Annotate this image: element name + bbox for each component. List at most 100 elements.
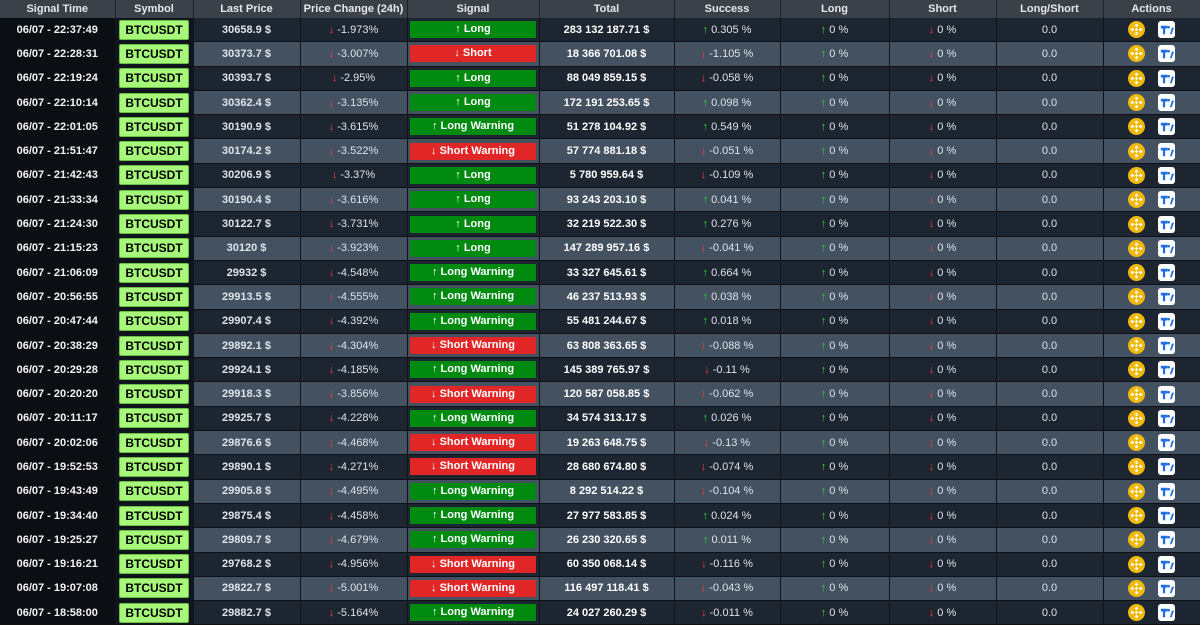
tradingview-icon[interactable] [1158, 45, 1176, 63]
tradingview-icon[interactable] [1158, 409, 1176, 427]
symbol-button[interactable]: BTCUSDT [119, 116, 189, 137]
tradingview-icon[interactable] [1158, 264, 1176, 282]
signal-cell: ↑ Long Warning [407, 284, 540, 310]
binance-icon[interactable] [1127, 69, 1145, 87]
long-cell: ↑ 0 % [780, 211, 890, 237]
binance-icon[interactable] [1127, 239, 1145, 257]
short-value: 0 % [937, 242, 957, 255]
binance-icon[interactable] [1127, 191, 1145, 209]
binance-icon[interactable] [1127, 579, 1145, 597]
binance-icon[interactable] [1127, 434, 1145, 452]
symbol-button[interactable]: BTCUSDT [119, 43, 189, 64]
tradingview-icon[interactable] [1158, 118, 1176, 136]
tradingview-icon[interactable] [1158, 21, 1176, 39]
binance-icon[interactable] [1127, 337, 1145, 354]
long-arrow-icon: ↑ [820, 606, 827, 619]
tradingview-icon[interactable] [1158, 555, 1176, 573]
signal-badge: ↓ Short Warning [410, 385, 536, 403]
binance-icon[interactable] [1127, 288, 1145, 306]
tradingview-icon[interactable] [1158, 94, 1176, 112]
symbol-button[interactable]: BTCUSDT [119, 432, 189, 453]
symbol-button[interactable]: BTCUSDT [119, 68, 189, 89]
binance-icon[interactable] [1127, 312, 1145, 330]
tradingview-icon[interactable] [1158, 191, 1176, 209]
tradingview-icon[interactable] [1158, 507, 1176, 525]
tradingview-icon[interactable] [1158, 604, 1176, 622]
symbol-button[interactable]: BTCUSDT [119, 456, 189, 477]
symbol-button[interactable]: BTCUSDT [119, 359, 189, 380]
col-header-signal-time[interactable]: Signal Time [0, 0, 116, 18]
tradingview-icon[interactable] [1158, 482, 1176, 500]
binance-icon[interactable] [1127, 94, 1145, 112]
symbol-button[interactable]: BTCUSDT [119, 602, 189, 623]
total-volume: 51 278 104.92 $ [539, 114, 675, 140]
col-header-success[interactable]: Success [674, 0, 781, 18]
col-header-signal[interactable]: Signal [407, 0, 540, 18]
tradingview-icon[interactable] [1158, 337, 1176, 354]
binance-icon[interactable] [1127, 142, 1145, 160]
binance-icon[interactable] [1127, 555, 1145, 573]
col-header-symbol[interactable]: Symbol [115, 0, 194, 18]
tradingview-icon[interactable] [1158, 531, 1176, 549]
binance-icon[interactable] [1127, 604, 1145, 622]
symbol-button[interactable]: BTCUSDT [119, 262, 189, 283]
symbol-button[interactable]: BTCUSDT [119, 286, 189, 307]
signal-time: 06/07 - 19:25:27 [0, 527, 116, 553]
binance-icon[interactable] [1127, 215, 1145, 233]
tradingview-icon[interactable] [1158, 142, 1176, 160]
tradingview-icon[interactable] [1158, 385, 1176, 403]
binance-icon[interactable] [1127, 531, 1145, 549]
col-header-price-change[interactable]: Price Change (24h) [300, 0, 408, 18]
binance-icon[interactable] [1127, 458, 1145, 476]
tradingview-icon[interactable] [1158, 361, 1176, 379]
tradingview-icon[interactable] [1158, 458, 1176, 476]
symbol-button[interactable]: BTCUSDT [119, 141, 189, 162]
last-price: 29925.7 $ [193, 406, 301, 432]
binance-icon[interactable] [1127, 166, 1145, 184]
binance-icon[interactable] [1127, 409, 1145, 427]
tradingview-icon[interactable] [1158, 288, 1176, 306]
binance-icon[interactable] [1127, 507, 1145, 525]
binance-icon[interactable] [1127, 45, 1145, 63]
symbol-button[interactable]: BTCUSDT [119, 384, 189, 405]
symbol-button[interactable]: BTCUSDT [119, 578, 189, 599]
short-arrow-icon: ↓ [928, 242, 935, 255]
tradingview-icon[interactable] [1158, 579, 1176, 597]
col-header-long-short[interactable]: Long/Short [996, 0, 1104, 18]
symbol-button[interactable]: BTCUSDT [119, 214, 189, 235]
symbol-button[interactable]: BTCUSDT [119, 189, 189, 210]
binance-icon[interactable] [1127, 385, 1145, 403]
symbol-button[interactable]: BTCUSDT [119, 505, 189, 526]
symbol-button[interactable]: BTCUSDT [119, 165, 189, 186]
tradingview-icon[interactable] [1158, 312, 1176, 330]
success-cell: ↓ -0.13 % [674, 430, 781, 456]
col-header-total[interactable]: Total [539, 0, 675, 18]
success-cell: ↓ -0.116 % [674, 552, 781, 577]
col-header-short[interactable]: Short [889, 0, 997, 18]
tradingview-icon[interactable] [1158, 434, 1176, 452]
binance-icon[interactable] [1127, 264, 1145, 282]
total-volume: 33 327 645.61 $ [539, 260, 675, 286]
symbol-button[interactable]: BTCUSDT [119, 238, 189, 259]
tradingview-icon[interactable] [1158, 166, 1176, 184]
binance-icon[interactable] [1127, 361, 1145, 379]
symbol-button[interactable]: BTCUSDT [119, 529, 189, 550]
success-arrow-icon: ↑ [702, 533, 709, 546]
symbol-button[interactable]: BTCUSDT [119, 311, 189, 332]
tradingview-icon[interactable] [1158, 239, 1176, 257]
col-header-last-price[interactable]: Last Price [193, 0, 301, 18]
actions-cell [1103, 454, 1200, 480]
symbol-button[interactable]: BTCUSDT [119, 19, 189, 40]
tradingview-icon[interactable] [1158, 215, 1176, 233]
binance-icon[interactable] [1127, 21, 1145, 39]
col-header-long[interactable]: Long [780, 0, 890, 18]
symbol-button[interactable]: BTCUSDT [119, 481, 189, 502]
binance-icon[interactable] [1127, 482, 1145, 500]
signal-badge: ↓ Short [410, 45, 536, 63]
symbol-button[interactable]: BTCUSDT [119, 408, 189, 429]
symbol-button[interactable]: BTCUSDT [119, 92, 189, 113]
binance-icon[interactable] [1127, 118, 1145, 136]
symbol-button[interactable]: BTCUSDT [119, 335, 189, 356]
tradingview-icon[interactable] [1158, 69, 1176, 87]
symbol-button[interactable]: BTCUSDT [119, 554, 189, 575]
